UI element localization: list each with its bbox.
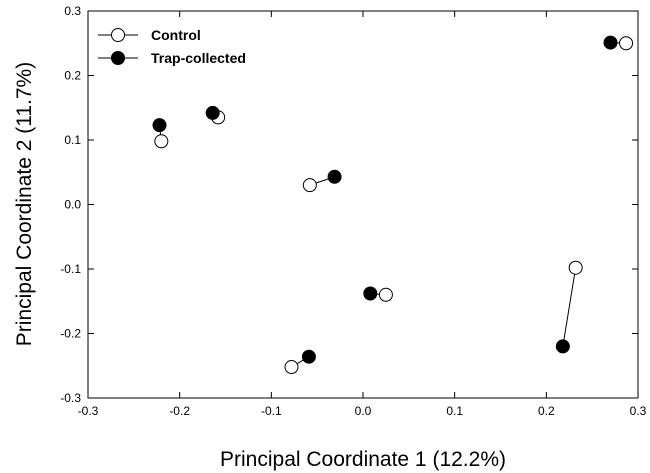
y-tick-label: 0.1 <box>64 133 81 147</box>
x-tick-label: 0.3 <box>630 404 647 418</box>
trap-collected-point <box>152 118 167 133</box>
control-point <box>568 260 583 275</box>
x-tick-label: -0.2 <box>169 404 190 418</box>
y-tick-label: 0.2 <box>64 69 81 83</box>
y-axis-title: Principal Coordinate 2 (11.7%) <box>13 62 36 346</box>
y-tick-label: 0.3 <box>64 4 81 18</box>
pair-lines <box>159 42 627 368</box>
data-points <box>152 35 634 375</box>
y-tick-label: -0.2 <box>60 327 81 341</box>
y-tick-label: -0.1 <box>60 262 81 276</box>
trap-collected-point <box>603 35 618 50</box>
control-point <box>284 360 299 375</box>
legend: Control Trap-collected <box>98 27 246 66</box>
y-tick-label: 0.0 <box>64 198 81 212</box>
x-tick-label: -0.3 <box>78 404 99 418</box>
trap-collected-point <box>363 286 378 301</box>
control-point <box>378 287 393 302</box>
x-tick-label: 0.2 <box>538 404 555 418</box>
legend-label-trap: Trap-collected <box>151 50 246 66</box>
legend-marker-control <box>111 28 125 42</box>
y-tick-label: -0.3 <box>60 391 81 405</box>
control-point <box>302 178 317 193</box>
trap-collected-point <box>327 169 342 184</box>
trap-collected-point <box>205 105 220 120</box>
plot-area <box>87 10 639 399</box>
legend-label-control: Control <box>151 27 201 43</box>
x-tick-label: -0.1 <box>261 404 282 418</box>
legend-marker-trap <box>111 51 125 65</box>
pair-connector-line <box>562 267 577 347</box>
trap-collected-point <box>555 339 570 354</box>
x-axis-title: Principal Coordinate 1 (12.2%) <box>220 448 506 471</box>
control-point <box>619 36 634 51</box>
x-tick-label: 0.1 <box>446 404 463 418</box>
x-tick-label: 0.0 <box>355 404 372 418</box>
control-point <box>154 134 169 149</box>
trap-collected-point <box>301 349 316 364</box>
axis-ticks: -0.3 -0.2 -0.1 0.0 0.1 0.2 0.3 -0.3 -0.2 -0.1 0.0 0… <box>60 4 646 418</box>
